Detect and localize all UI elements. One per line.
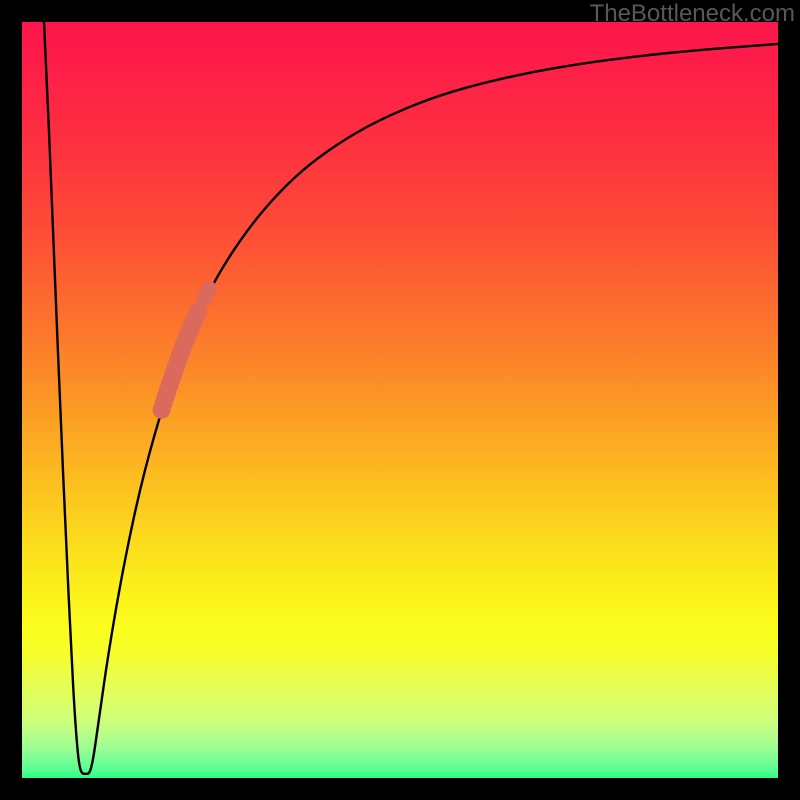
gradient-background [22,22,778,778]
data-marker [201,281,217,297]
plot-area [22,22,778,778]
watermark-text: TheBottleneck.com [590,0,795,28]
chart-container: TheBottleneck.com [0,0,800,800]
bottleneck-curve-chart [22,22,778,778]
